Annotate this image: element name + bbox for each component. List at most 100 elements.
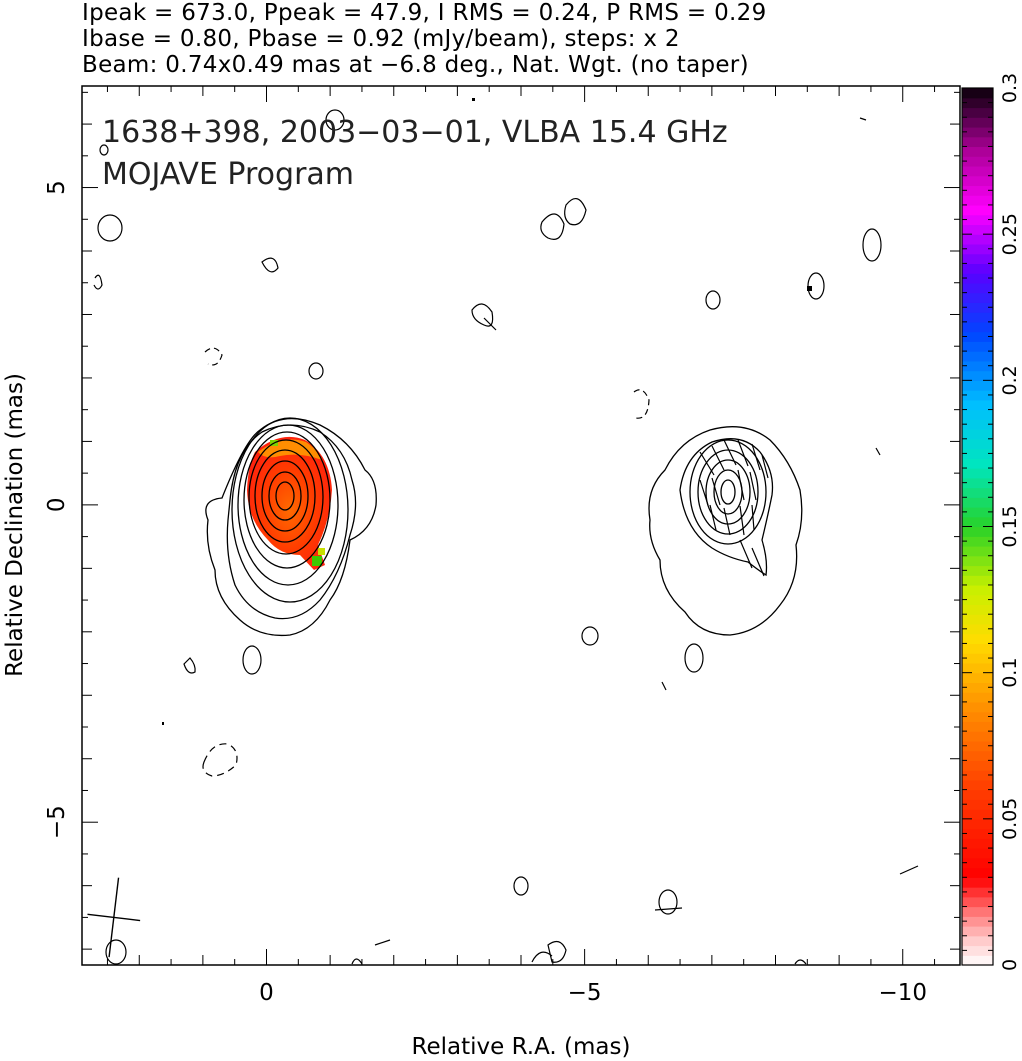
- colorbar-segment: [962, 360, 993, 372]
- colorbar-segment: [962, 545, 993, 557]
- colorbar-segment: [962, 760, 993, 771]
- colorbar-tick-label: 0: [999, 959, 1021, 971]
- colorbar-segment: [962, 351, 993, 362]
- colorbar-segment: [962, 302, 993, 313]
- colorbar-segment: [962, 877, 993, 888]
- colorbar-segment: [962, 711, 993, 722]
- y-tick-label: −5: [44, 805, 70, 839]
- x-tick-label: 0: [259, 980, 274, 1006]
- colorbar-segment: [962, 341, 993, 352]
- colorbar-segment: [962, 117, 993, 128]
- colorbar-segment: [962, 857, 993, 869]
- colorbar-segment: [962, 731, 993, 742]
- colorbar-tick-label: 0.1: [999, 658, 1021, 688]
- axis-tick-labels: 0 −5 −10 5 0 −5: [44, 180, 927, 1006]
- colorbar-segment: [962, 692, 993, 703]
- colorbar-tick-label: 0.15: [999, 505, 1021, 547]
- colorbar-segment: [962, 477, 993, 489]
- header-line-3: Beam: 0.74x0.49 mas at −6.8 deg., Nat. W…: [82, 52, 749, 78]
- noise-speck: [162, 722, 164, 725]
- colorbar-segment: [962, 516, 993, 528]
- core-contours: [205, 417, 377, 637]
- y-tick-label: 0: [44, 498, 70, 513]
- colorbar-segment: [962, 740, 993, 752]
- colorbar-segment: [962, 438, 993, 450]
- colorbar-segment: [962, 896, 993, 908]
- header-line-2: Ibase = 0.80, Pbase = 0.92 (mJy/beam), s…: [82, 26, 680, 52]
- beam-cross: [87, 877, 141, 958]
- colorbar-segment: [962, 224, 993, 235]
- colorbar-tick-label: 0.2: [999, 365, 1021, 395]
- jet-component-contours: [648, 426, 803, 636]
- colorbar-segment: [962, 292, 993, 303]
- y-tick-label: 5: [44, 180, 70, 195]
- header-line-1: Ipeak = 673.0, Ppeak = 47.9, I RMS = 0.2…: [82, 0, 767, 26]
- colorbar-segment: [962, 458, 993, 469]
- colorbar-segment: [962, 419, 993, 430]
- colorbar-segment: [962, 672, 993, 684]
- colorbar-segment: [962, 126, 993, 138]
- x-axis-label: Relative R.A. (mas): [412, 1034, 631, 1060]
- colorbar-segment: [962, 662, 993, 674]
- colorbar-segment: [962, 750, 993, 761]
- colorbar-segment: [962, 429, 993, 440]
- colorbar-segment: [962, 175, 993, 187]
- colorbar-segment: [962, 955, 993, 966]
- colorbar-segment: [962, 165, 993, 177]
- colorbar-segment: [962, 818, 993, 830]
- colorbar-segment: [962, 682, 993, 693]
- y-axis-label: Relative Declination (mas): [2, 373, 28, 677]
- colorbar-segment: [962, 146, 993, 157]
- colorbar-tick-label: 0.3: [999, 73, 1021, 103]
- colorbar-segment: [962, 623, 993, 635]
- colorbar-segment: [962, 838, 993, 849]
- colorbar-segment: [962, 312, 993, 323]
- colorbar-segment: [962, 136, 993, 148]
- colorbar-segment: [962, 234, 993, 245]
- colorbar-tick-label: 0.05: [999, 798, 1021, 840]
- colorbar-segment: [962, 643, 993, 654]
- colorbar-segment: [962, 721, 993, 732]
- colorbar-segment: [962, 253, 993, 264]
- colorbar-segment: [962, 263, 993, 274]
- x-tick-label: −5: [568, 980, 602, 1006]
- colorbar-segment: [962, 565, 993, 576]
- colorbar-segment: [962, 701, 993, 713]
- colorbar-segment: [962, 497, 993, 508]
- colorbar-segment: [962, 195, 993, 206]
- colorbar-segment: [962, 88, 993, 99]
- colorbar-segment: [962, 282, 993, 294]
- colorbar-segment: [962, 614, 993, 625]
- colorbar-segment: [962, 809, 993, 820]
- noise-contours: [93, 109, 919, 965]
- colorbar: [961, 87, 994, 966]
- colorbar-segment: [962, 204, 993, 216]
- colorbar-segment: [962, 331, 993, 342]
- colorbar-segment: [962, 779, 993, 791]
- colorbar-tick-label: 0.25: [999, 213, 1021, 255]
- colorbar-segment: [962, 594, 993, 606]
- colorbar-segment: [962, 575, 993, 586]
- colorbar-segment: [962, 945, 993, 956]
- colorbar-segment: [962, 799, 993, 810]
- colorbar-segment: [962, 380, 993, 391]
- colorbar-segment: [962, 653, 993, 664]
- colorbar-segment: [962, 906, 993, 917]
- colorbar-segment: [962, 448, 993, 459]
- colorbar-segment: [962, 399, 993, 411]
- colorbar-segment: [962, 273, 993, 284]
- colorbar-segment: [962, 604, 993, 615]
- colorbar-ticks: [962, 87, 993, 966]
- colorbar-segment: [962, 789, 993, 800]
- colorbar-tick-labels: 0 0.05 0.1 0.15 0.2 0.25 0.3: [999, 73, 1021, 971]
- colorbar-segment: [962, 468, 993, 479]
- colorbar-segment: [962, 243, 993, 255]
- colorbar-segment: [962, 633, 993, 645]
- chart-subtitle: MOJAVE Program: [102, 157, 354, 192]
- colorbar-segment: [962, 185, 993, 196]
- colorbar-segment: [962, 770, 993, 781]
- colorbar-segment: [962, 828, 993, 839]
- noise-speck: [472, 98, 475, 101]
- colorbar-segment: [962, 584, 993, 596]
